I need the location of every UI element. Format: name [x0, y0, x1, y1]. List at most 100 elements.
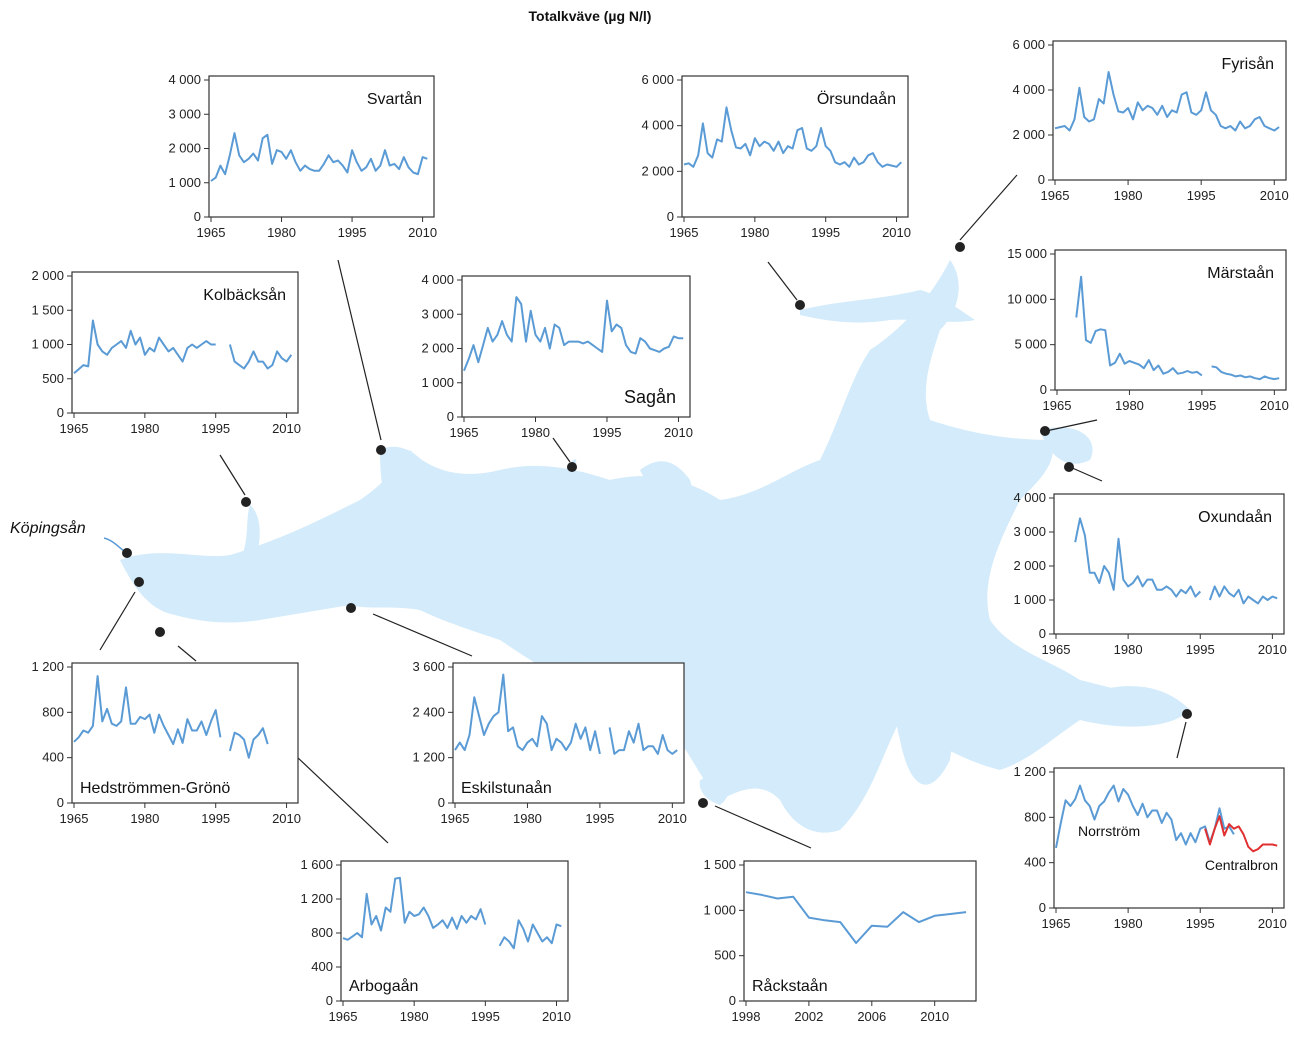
x-tick-label: 2002: [794, 1009, 823, 1024]
chart-fyrisan: 0 2 000 4 000 6 000 1965 1980 1995 2010 Fyrisån: [1012, 37, 1288, 203]
y-tick-label: 800: [1024, 809, 1046, 824]
y-tick-label: 500: [42, 371, 64, 386]
x-tick-label: 1995: [593, 425, 622, 440]
y-tick-label: 1 000: [703, 902, 736, 917]
chart-title: Råckstaån: [752, 977, 828, 995]
leader-kolbacksan: [219, 454, 246, 496]
series-line-arbogaan-1: [498, 919, 562, 950]
site-dot-kolbacksan: [241, 497, 251, 507]
y-tick-label: 1 200: [300, 891, 333, 906]
lake-water: [120, 260, 1190, 833]
series-line-norrstrom-0: [1055, 784, 1235, 849]
chart-frame: [1054, 249, 1287, 391]
y-tick-label: 1 200: [31, 659, 64, 674]
x-tick-label: 1980: [267, 225, 296, 240]
chart-svartan: 0 1 000 2 000 3 000 4 000 1965 1980 1995 2010 Sva…: [168, 72, 437, 240]
chart-hedstrommen: 0 400 800 1 200 1965 1980 1995 2010 Hedströmmen-…: [31, 659, 301, 826]
chart-frame: [71, 271, 299, 414]
chart-norrstrom: 0 400 800 1 200 1965 1980 1995 2010 Norrström Cen…: [1013, 764, 1286, 931]
series-line-svartan-0: [210, 132, 428, 182]
y-tick-label: 0: [57, 795, 64, 810]
chart-frame: [1053, 493, 1285, 635]
series-line-arbogaan-0: [342, 876, 487, 941]
site-dot-marstaan: [1040, 426, 1050, 436]
y-tick-label: 1 200: [412, 750, 445, 765]
y-tick-label: 0: [57, 405, 64, 420]
x-tick-label: 1965: [1043, 398, 1072, 413]
series-label-centralbron: Centralbron: [1205, 857, 1278, 873]
y-tick-label: 6 000: [1012, 37, 1045, 52]
y-tick-label: 6 000: [641, 72, 674, 87]
series-line-eskilstunaan-0: [454, 673, 601, 755]
y-tick-label: 1 500: [703, 857, 736, 872]
series-line-kolbacksan-0: [73, 319, 216, 375]
x-tick-label: 1965: [60, 421, 89, 436]
x-tick-label: 1980: [130, 811, 159, 826]
x-tick-label: 1980: [513, 811, 542, 826]
y-tick-label: 0: [438, 795, 445, 810]
y-tick-label: 0: [667, 209, 674, 224]
leader-norrstrom: [1176, 721, 1187, 759]
x-tick-label: 1965: [1042, 642, 1071, 657]
x-tick-label: 1995: [338, 225, 367, 240]
chart-title: Sagån: [624, 387, 676, 407]
site-dot-eskilstunaan: [346, 603, 356, 613]
y-tick-label: 4 000: [641, 118, 674, 133]
chart-title: Märstaån: [1207, 264, 1274, 282]
chart-frame: [208, 75, 435, 218]
y-tick-label: 400: [1024, 855, 1046, 870]
y-tick-label: 2 400: [412, 704, 445, 719]
series-line-oxundaan-1: [1208, 585, 1278, 605]
chart-frame: [461, 275, 691, 418]
series-line-marstaan-1: [1211, 365, 1280, 381]
chart-title: Örsundaån: [817, 90, 896, 108]
series-line-norrstrom-1: [1204, 815, 1278, 853]
chart-title: Hedströmmen-Grönö: [80, 780, 230, 797]
y-tick-label: 4 000: [421, 272, 454, 287]
x-tick-label: 1995: [1187, 188, 1216, 203]
y-tick-label: 0: [326, 993, 333, 1008]
x-tick-label: 1965: [450, 425, 479, 440]
chart-marstaan: 0 5 000 10 000 15 000 1965 1980 1995 2010 Märsta…: [1007, 246, 1289, 413]
series-line-kolbacksan-1: [228, 344, 293, 370]
y-tick-label: 1 500: [31, 302, 64, 317]
chart-rackstaan: 0 500 1 000 1 500 1998 2002 2006 2010 Råckstaån: [703, 857, 977, 1024]
leader-hedstrommen: [99, 591, 136, 651]
chart-oxundaan: 0 1 000 2 000 3 000 4 000 1965 1980 1995 2010 Oxu…: [1013, 490, 1286, 657]
x-tick-label: 1980: [740, 225, 769, 240]
y-tick-label: 0: [729, 993, 736, 1008]
y-tick-label: 800: [42, 704, 64, 719]
y-tick-label: 4 000: [1012, 82, 1045, 97]
series-line-oxundaan-0: [1074, 517, 1202, 598]
y-tick-label: 4 000: [1013, 490, 1046, 505]
x-tick-label: 1995: [201, 421, 230, 436]
x-tick-label: 1965: [329, 1009, 358, 1024]
leader-marstaan: [1045, 419, 1098, 432]
x-tick-label: 1965: [441, 811, 470, 826]
y-tick-label: 2 000: [641, 163, 674, 178]
y-tick-label: 3 000: [1013, 524, 1046, 539]
chart-title: Arbogaån: [349, 977, 418, 995]
y-tick-label: 2 000: [31, 268, 64, 283]
site-dot-kopingsan: [122, 548, 132, 558]
x-tick-label: 1995: [811, 225, 840, 240]
x-tick-label: 1995: [585, 811, 614, 826]
chart-eskilstunaan: 0 1 200 2 400 3 600 1965 1980 1995 2010 Eskilstu…: [412, 659, 686, 826]
x-tick-label: 1965: [670, 225, 699, 240]
y-tick-label: 1 000: [421, 375, 454, 390]
site-dot-fyrisan: [955, 242, 965, 252]
site-dot-arbogaan: [155, 627, 165, 637]
series-line-marstaan-0: [1075, 275, 1203, 377]
site-dot-orsundaan: [795, 300, 805, 310]
site-dot-hedstrommen: [134, 577, 144, 587]
x-tick-label: 1980: [400, 1009, 429, 1024]
y-tick-label: 0: [194, 209, 201, 224]
y-tick-label: 10 000: [1007, 291, 1047, 306]
x-tick-label: 2010: [920, 1009, 949, 1024]
leader-sagan: [552, 437, 571, 463]
x-tick-label: 1980: [1114, 916, 1143, 931]
x-tick-label: 1995: [1186, 642, 1215, 657]
y-tick-label: 5 000: [1014, 337, 1047, 352]
page-title: Totalkväve (µg N/l): [528, 8, 652, 24]
